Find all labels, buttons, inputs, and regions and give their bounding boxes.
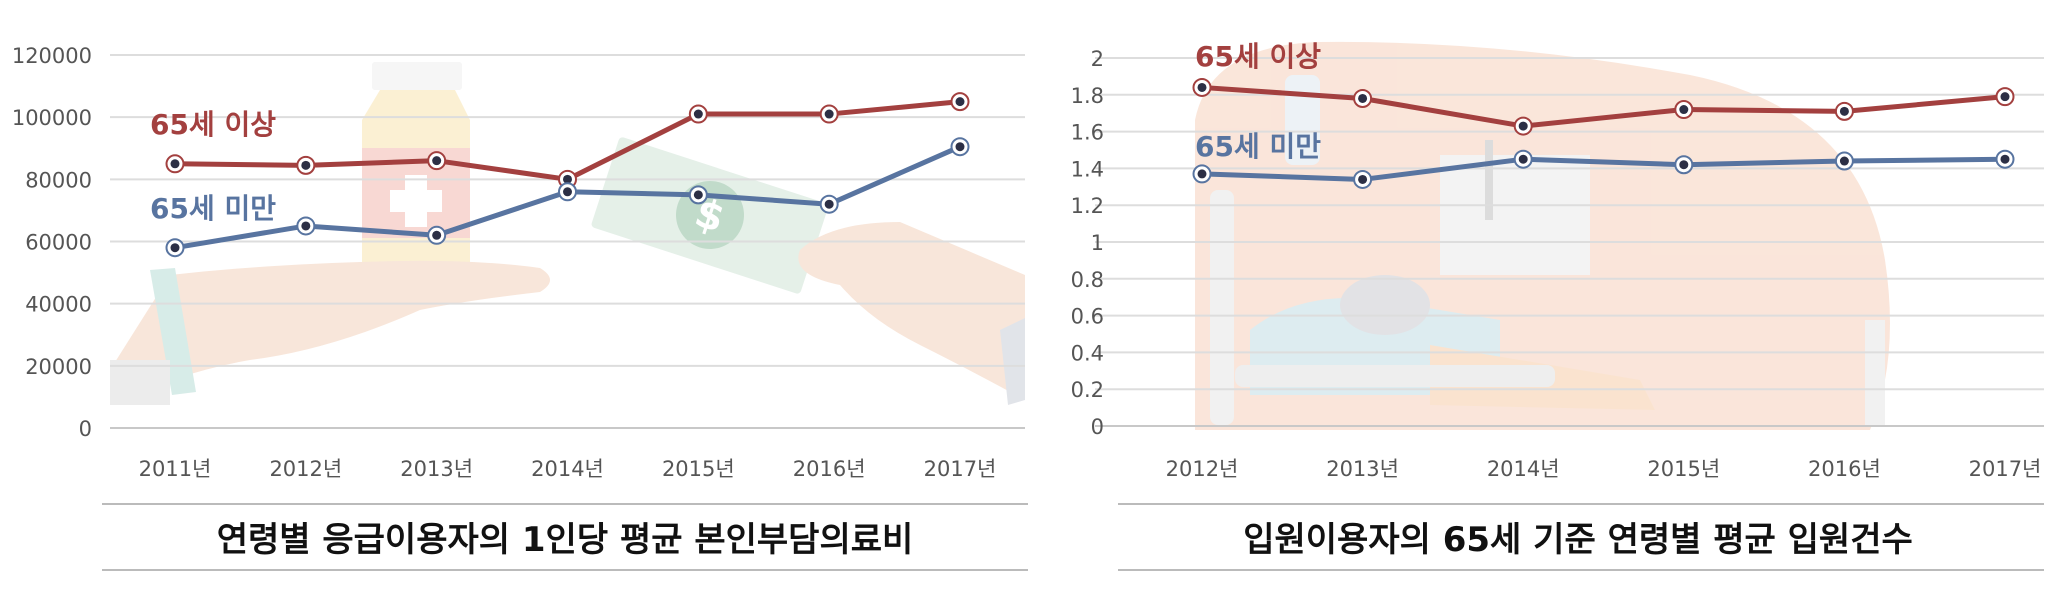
- data-point-center: [1197, 169, 1207, 179]
- bottle-cap-shape: [372, 62, 462, 90]
- chart-2-gridlines: [1095, 57, 2044, 427]
- y-tick-label: 0: [1091, 415, 1104, 439]
- data-point-center: [955, 97, 965, 107]
- y-tick-label: 20000: [25, 355, 92, 379]
- y-tick-label: 120000: [12, 44, 92, 68]
- y-tick-label: 1.4: [1071, 157, 1104, 181]
- data-point-center: [1679, 160, 1689, 170]
- y-tick-label: 60000: [25, 231, 92, 255]
- x-tick-label: 2013년: [1326, 457, 1399, 481]
- x-tick-label: 2011년: [139, 457, 212, 481]
- hand-right-shape: [798, 222, 1025, 400]
- series-label-65-plus: 65세 이상: [150, 108, 276, 141]
- patient-head-shape: [1340, 275, 1430, 335]
- x-tick-label: 2017년: [924, 457, 997, 481]
- data-point-center: [563, 187, 572, 197]
- data-point-center: [2000, 92, 2010, 102]
- data-point-center: [432, 156, 442, 166]
- x-tick-label: 2016년: [793, 457, 866, 481]
- monitor-stand-shape: [1485, 140, 1493, 220]
- y-tick-label: 40000: [25, 293, 92, 317]
- bed-rail-shape: [1210, 190, 1234, 425]
- chart-2-xticks: 2012년 2013년 2014년 2015년 2016년 2017년: [1166, 457, 2042, 481]
- monitor-shape: [1440, 155, 1590, 275]
- data-point-center: [170, 243, 180, 253]
- data-point-center: [824, 109, 834, 119]
- data-point-center: [2000, 154, 2010, 164]
- series-label-65-plus: 65세 이상: [1195, 40, 1321, 73]
- banknote-icon: $: [591, 137, 829, 294]
- data-point-center: [955, 142, 965, 152]
- y-tick-label: 1.2: [1071, 194, 1104, 218]
- y-tick-label: 1.6: [1071, 121, 1104, 145]
- right-background-illustration: [1195, 41, 1890, 430]
- x-tick-label: 2014년: [1487, 457, 1560, 481]
- chart-1-title: 연령별 응급이용자의 1인당 평균 본인부담의료비: [217, 520, 914, 560]
- data-point-center: [1358, 93, 1368, 103]
- series-line-65-plus: [172, 99, 963, 182]
- y-tick-label: 1.8: [1071, 84, 1104, 108]
- data-point-center: [693, 109, 703, 119]
- x-tick-label: 2014년: [531, 457, 604, 481]
- y-tick-label: 0.6: [1071, 305, 1104, 329]
- data-point-center: [1839, 156, 1849, 166]
- x-tick-label: 2012년: [1166, 457, 1239, 481]
- series-line-under-65: [1199, 156, 2008, 182]
- x-tick-label: 2015년: [662, 457, 735, 481]
- y-tick-label: 0.4: [1071, 341, 1104, 365]
- y-tick-label: 0: [79, 417, 92, 441]
- data-point-center: [563, 174, 572, 184]
- y-tick-label: 0.8: [1071, 268, 1104, 292]
- x-tick-label: 2015년: [1647, 457, 1720, 481]
- chart-1-yticks: 0 20000 40000 60000 80000 100000 120000: [12, 44, 92, 441]
- series-label-under-65: 65세 미만: [1195, 130, 1321, 163]
- x-tick-label: 2012년: [269, 457, 342, 481]
- chart-1-series: [165, 92, 970, 258]
- hand-left-shape: [110, 260, 550, 405]
- y-tick-label: 80000: [25, 168, 92, 192]
- series-label-under-65: 65세 미만: [150, 192, 276, 225]
- data-point-center: [170, 159, 180, 169]
- x-tick-label: 2016년: [1808, 457, 1881, 481]
- iv-bag-shape: [1285, 75, 1320, 165]
- chart-panel-2: 00.20.40.60.811.21.41.61.82 2012년 2013년 20…: [1071, 40, 2044, 571]
- chart-1-gridlines: [110, 54, 1025, 429]
- bed-frame-shape: [1235, 365, 1555, 387]
- y-tick-label: 1: [1091, 231, 1104, 255]
- chart-2-series: [1192, 77, 2015, 189]
- data-point-center: [432, 230, 442, 240]
- data-point-center: [301, 160, 311, 170]
- data-point-center: [1358, 174, 1368, 184]
- data-point-center: [693, 190, 703, 200]
- data-point-center: [1679, 105, 1689, 115]
- data-point-center: [1839, 106, 1849, 116]
- data-point-center: [301, 221, 311, 231]
- data-point-center: [1197, 82, 1207, 92]
- chart-2-yticks: 0 0.2 0.4 0.6 0.8 1 1.2 1.4 1.6 1.8 2: [1071, 47, 1104, 439]
- data-point-center: [1518, 121, 1528, 131]
- y-tick-label: 100000: [12, 106, 92, 130]
- bed-post-shape: [1865, 320, 1885, 425]
- x-tick-label: 2017년: [1969, 457, 2042, 481]
- cross-icon: [390, 175, 442, 227]
- data-point-center: [1518, 154, 1528, 164]
- data-point-center: [824, 199, 834, 209]
- chart-1-xticks: 2011년 2012년 2013년 2014년 2015년 2016년 2017년: [139, 457, 997, 481]
- cuff-right-shape: [1000, 318, 1025, 405]
- y-tick-label: 0.2: [1071, 378, 1104, 402]
- sleeve-left-shape: [150, 268, 196, 395]
- y-tick-label: 2: [1091, 47, 1104, 71]
- cuff-left-shape: [110, 360, 170, 405]
- chart-2-title: 입원이용자의 65세 기준 연령별 평균 입원건수: [1243, 520, 1913, 560]
- x-tick-label: 2013년: [400, 457, 473, 481]
- series-line-65-plus: [1199, 84, 2008, 129]
